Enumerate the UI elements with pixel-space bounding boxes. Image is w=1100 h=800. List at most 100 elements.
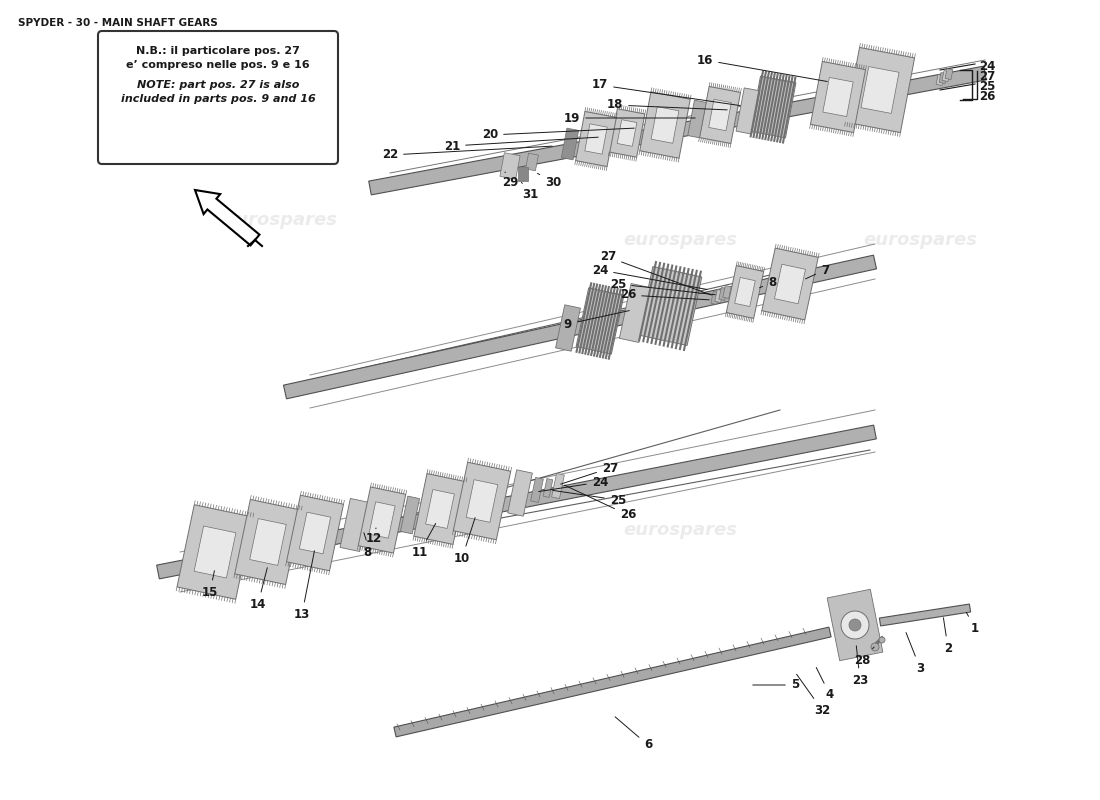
- Polygon shape: [762, 248, 818, 320]
- Polygon shape: [736, 88, 760, 134]
- Polygon shape: [774, 264, 805, 304]
- Polygon shape: [726, 266, 763, 318]
- Circle shape: [879, 637, 886, 643]
- Polygon shape: [286, 495, 343, 570]
- Text: 4: 4: [816, 667, 834, 702]
- Polygon shape: [368, 502, 395, 538]
- Circle shape: [871, 643, 879, 651]
- Polygon shape: [640, 92, 690, 158]
- Polygon shape: [561, 128, 579, 160]
- Text: 19: 19: [564, 111, 695, 125]
- Text: 32: 32: [796, 674, 830, 717]
- Polygon shape: [936, 74, 944, 86]
- Polygon shape: [359, 487, 406, 553]
- Polygon shape: [400, 496, 419, 534]
- Polygon shape: [556, 305, 581, 351]
- Polygon shape: [651, 106, 679, 143]
- Polygon shape: [711, 291, 719, 305]
- Text: 14: 14: [250, 568, 267, 610]
- Polygon shape: [609, 109, 645, 158]
- Text: 25: 25: [979, 81, 996, 94]
- Polygon shape: [234, 499, 301, 585]
- Text: 17: 17: [592, 78, 740, 106]
- Polygon shape: [194, 526, 235, 578]
- Polygon shape: [708, 99, 732, 130]
- Polygon shape: [735, 278, 756, 306]
- Text: 23: 23: [851, 646, 868, 686]
- Polygon shape: [827, 590, 883, 661]
- Text: 27: 27: [979, 70, 996, 83]
- Text: 2: 2: [944, 618, 953, 654]
- Polygon shape: [250, 518, 286, 566]
- Text: 8: 8: [364, 533, 376, 558]
- Text: eurospares: eurospares: [864, 231, 977, 249]
- Text: 12: 12: [366, 528, 382, 545]
- Circle shape: [842, 611, 869, 639]
- Text: eurospares: eurospares: [623, 231, 737, 249]
- Polygon shape: [414, 474, 466, 545]
- Text: 20: 20: [482, 128, 635, 142]
- Text: e’ compreso nelle pos. 9 e 16: e’ compreso nelle pos. 9 e 16: [126, 60, 310, 70]
- Text: 10: 10: [454, 518, 475, 565]
- Text: 25: 25: [552, 490, 626, 506]
- Polygon shape: [861, 66, 899, 114]
- Text: 16: 16: [696, 54, 827, 82]
- Text: 27: 27: [600, 250, 712, 295]
- Polygon shape: [284, 255, 877, 399]
- Polygon shape: [823, 78, 854, 117]
- Polygon shape: [811, 62, 866, 133]
- Polygon shape: [543, 478, 553, 498]
- Text: 1: 1: [966, 613, 979, 634]
- Text: 31: 31: [521, 182, 538, 202]
- Text: 24: 24: [592, 263, 707, 290]
- Text: 6: 6: [615, 717, 652, 751]
- FancyBboxPatch shape: [98, 31, 338, 164]
- Text: 11: 11: [411, 523, 436, 558]
- Polygon shape: [575, 111, 616, 166]
- Polygon shape: [526, 154, 538, 170]
- Text: SPYDER - 30 - MAIN SHAFT GEARS: SPYDER - 30 - MAIN SHAFT GEARS: [18, 18, 218, 28]
- Polygon shape: [156, 425, 877, 579]
- Polygon shape: [617, 120, 637, 146]
- Polygon shape: [939, 73, 947, 83]
- Polygon shape: [718, 287, 727, 301]
- Text: 27: 27: [561, 462, 618, 484]
- Polygon shape: [551, 474, 564, 498]
- Polygon shape: [453, 462, 510, 540]
- Text: 28: 28: [854, 647, 874, 666]
- Text: N.B.: il particolare pos. 27: N.B.: il particolare pos. 27: [136, 46, 300, 56]
- Text: 8: 8: [759, 275, 777, 289]
- Text: 7: 7: [805, 263, 829, 279]
- Circle shape: [849, 619, 861, 631]
- Text: 18: 18: [607, 98, 727, 111]
- Text: 3: 3: [906, 633, 924, 674]
- Text: 24: 24: [539, 475, 608, 491]
- Polygon shape: [499, 153, 520, 179]
- Text: 24: 24: [979, 61, 996, 74]
- Text: 22: 22: [382, 146, 552, 162]
- Text: 29: 29: [502, 172, 518, 189]
- Polygon shape: [299, 512, 331, 554]
- Polygon shape: [177, 505, 253, 599]
- Polygon shape: [638, 266, 702, 346]
- Polygon shape: [518, 167, 528, 181]
- Polygon shape: [340, 498, 370, 551]
- Polygon shape: [688, 100, 706, 138]
- Text: 9: 9: [564, 310, 629, 330]
- Text: NOTE: part pos. 27 is also: NOTE: part pos. 27 is also: [136, 80, 299, 90]
- Text: eurospares: eurospares: [623, 521, 737, 539]
- Polygon shape: [723, 286, 732, 298]
- Polygon shape: [585, 124, 607, 154]
- Polygon shape: [368, 66, 987, 195]
- Polygon shape: [700, 86, 740, 143]
- Polygon shape: [750, 76, 796, 138]
- Text: 13: 13: [294, 550, 315, 621]
- Text: 26: 26: [979, 90, 996, 103]
- Text: 21: 21: [444, 137, 598, 153]
- Polygon shape: [715, 290, 723, 302]
- Text: 25: 25: [609, 278, 715, 294]
- Polygon shape: [466, 480, 498, 522]
- Polygon shape: [576, 288, 624, 354]
- Polygon shape: [879, 604, 970, 626]
- Polygon shape: [394, 627, 832, 737]
